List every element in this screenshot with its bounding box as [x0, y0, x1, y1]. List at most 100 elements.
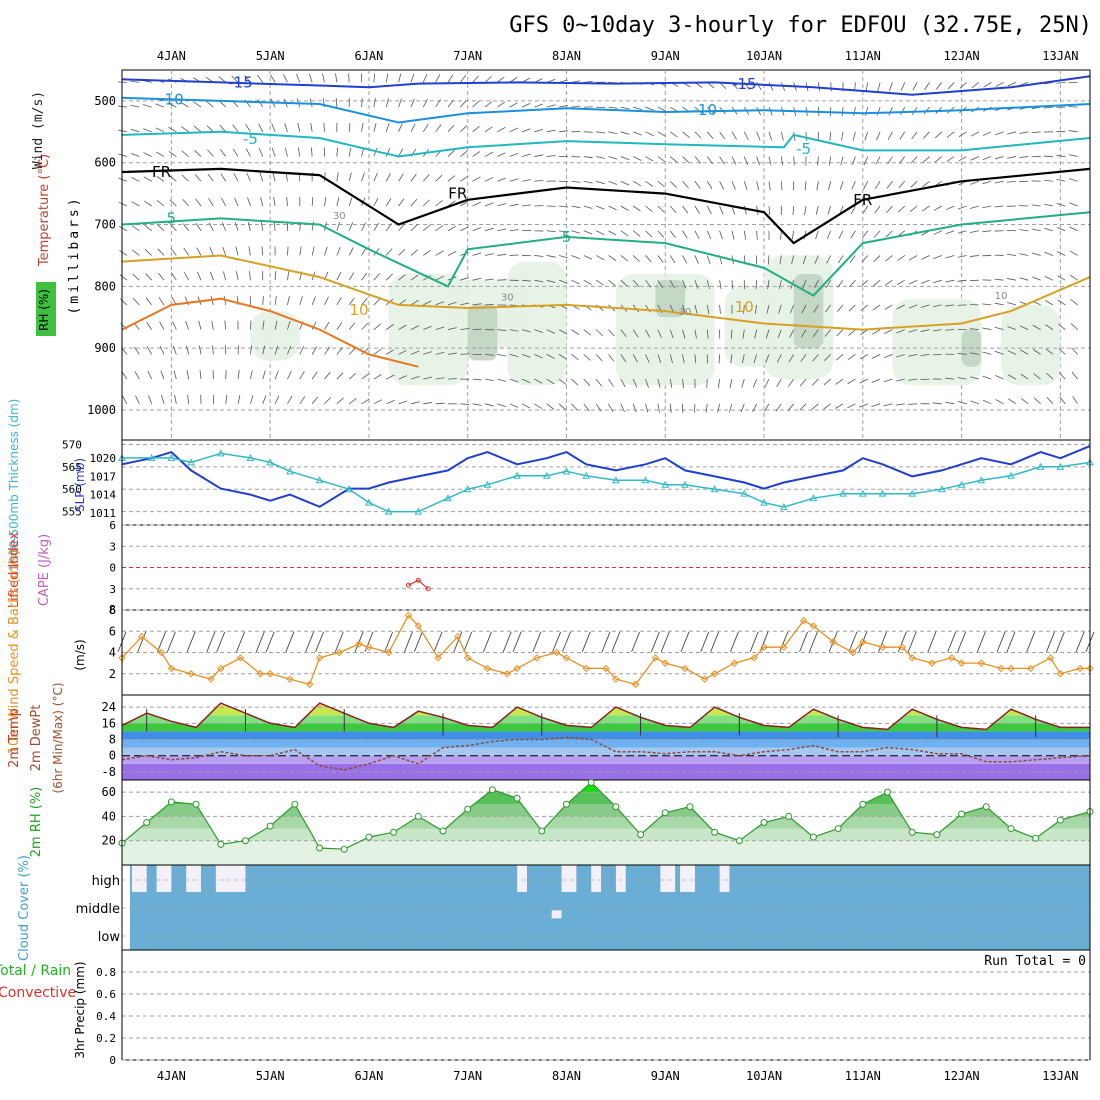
- wind-barb: [207, 149, 214, 157]
- wind-barb: [1019, 229, 1029, 232]
- wind-barb: [386, 349, 395, 355]
- wind-barb: [398, 98, 402, 108]
- wind-barb: [740, 403, 745, 413]
- wind-barb: [982, 205, 992, 209]
- wind-barb: [1056, 178, 1066, 182]
- wind-barb: [897, 255, 906, 261]
- upper-air-ylabel-rh: RH (%): [37, 289, 51, 331]
- rh2m-point: [637, 831, 645, 839]
- wind-barb: [924, 82, 930, 91]
- thickness-point: [345, 485, 354, 493]
- wind-barb: [830, 82, 832, 92]
- wind-barb: [752, 403, 757, 413]
- isotherm-label: 10: [995, 291, 1008, 302]
- wind-barb: [669, 205, 677, 214]
- wind10m-point: [157, 648, 166, 657]
- wind10m-barb: [364, 631, 374, 653]
- wind-barb: [311, 147, 313, 157]
- wind-barb: [244, 75, 251, 83]
- bottom-x-tick-label: 7JAN: [453, 1069, 482, 1083]
- wind-barb: [224, 320, 227, 330]
- wind-barb: [900, 106, 906, 116]
- wind-barb: [645, 180, 654, 187]
- wind-barb: [912, 82, 918, 91]
- wind-barb: [423, 325, 432, 331]
- cloud-gap-middle: [551, 910, 562, 919]
- dewpoint2m-line: [121, 736, 1091, 771]
- wind10m-point: [849, 648, 857, 657]
- wind-barb: [920, 279, 930, 284]
- temp-band-area: [122, 723, 1090, 732]
- wind10m-point: [701, 675, 709, 683]
- thickness-point: [1007, 471, 1015, 479]
- wind-barb: [156, 175, 165, 182]
- wind-barb: [804, 181, 807, 191]
- wind-barb: [595, 230, 605, 235]
- wind-barb: [908, 403, 918, 405]
- wind-barb: [1069, 202, 1078, 207]
- rh2m-point: [884, 788, 892, 796]
- wind10m-barb: [660, 631, 670, 653]
- wind10m-point: [305, 680, 314, 689]
- isotherm-label: 30: [333, 211, 346, 222]
- wind-barb: [825, 279, 832, 289]
- wind-barb: [886, 205, 893, 213]
- wind-barb: [1057, 275, 1066, 281]
- wind-barb: [373, 399, 383, 405]
- thickness-point: [858, 489, 867, 497]
- wind-barb: [484, 101, 493, 108]
- wind-barb: [729, 379, 733, 388]
- wind-barb: [155, 103, 165, 108]
- wind-barb: [1056, 154, 1066, 157]
- rh2m-point: [958, 810, 966, 818]
- thickness-point: [1056, 462, 1065, 470]
- wind-barb: [837, 279, 844, 288]
- wind-barb: [1020, 349, 1029, 355]
- wind-barb: [743, 230, 747, 240]
- wind-barb: [287, 395, 293, 405]
- wind-barb: [669, 403, 672, 413]
- isotherm-label: 30: [501, 293, 514, 304]
- wind-barb: [159, 346, 165, 355]
- wind-barb: [156, 200, 165, 207]
- wind-barb: [957, 401, 967, 405]
- wind-barb: [839, 181, 844, 190]
- wind-barb: [756, 230, 758, 240]
- slp-line: [121, 445, 1091, 508]
- wind-barb: [208, 222, 214, 231]
- wind-barb: [583, 156, 593, 159]
- wind-barb: [385, 123, 390, 132]
- precip-ytick-label: 0.4: [96, 1010, 116, 1023]
- wind-barb: [423, 300, 432, 306]
- wind10m-point: [167, 664, 176, 673]
- wind10m-point: [809, 622, 818, 630]
- wind-barb: [534, 403, 543, 410]
- isotherm-label: 5: [167, 209, 177, 227]
- wind-barb: [143, 176, 152, 182]
- wind-barb: [460, 353, 470, 355]
- wind-barb: [410, 198, 418, 207]
- wind-barb: [146, 321, 152, 330]
- wind-barb: [719, 131, 726, 140]
- wind-barb: [669, 180, 677, 188]
- wind-barb: [534, 353, 543, 359]
- rh-shade-dark-area: [467, 304, 498, 361]
- rh2m-point: [859, 800, 867, 808]
- wind-barb: [1031, 228, 1041, 232]
- wind-barb: [287, 246, 289, 256]
- wind-barb: [620, 205, 629, 211]
- wind-barb: [245, 123, 251, 133]
- isotherm-label: -5: [243, 130, 258, 148]
- wind-barb: [764, 403, 770, 412]
- wind-barb: [336, 297, 342, 306]
- wind-barb: [398, 375, 408, 380]
- wind-barb: [861, 279, 869, 287]
- wind-barb: [657, 230, 665, 238]
- wind-barb: [768, 156, 772, 166]
- wind-barb: [1056, 227, 1066, 232]
- top-x-tick-label: 13JAN: [1042, 49, 1078, 63]
- wind-barb: [297, 122, 301, 132]
- wind-barb: [262, 395, 267, 404]
- wind-barb: [410, 299, 419, 306]
- wind-barb: [719, 156, 725, 165]
